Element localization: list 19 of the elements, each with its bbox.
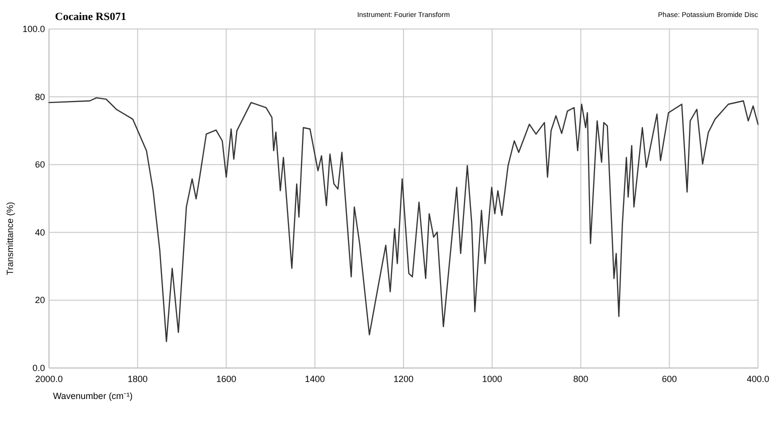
x-tick-label: 2000.0 [35,374,63,384]
line-series [48,97,759,342]
y-tick-label: 40 [34,227,45,238]
y-tick-label: 80 [34,92,45,102]
x-tick-label: 800 [573,374,588,384]
x-tick-label: 1600 [216,374,236,384]
y-axis-title: Transmittance (%) [5,202,15,276]
chart-title: Cocaine RS071 [55,11,126,23]
y-tick-label: 60 [34,160,45,170]
x-tick-label: 600 [662,374,677,384]
x-tick-label: 400.0 [746,374,770,384]
y-tick-label: 100.0 [22,24,45,34]
y-tick-label: 20 [34,295,45,306]
x-tick-label: 1800 [128,374,148,384]
x-tick-label: 1400 [304,374,325,384]
x-tick-label: 1000 [482,374,502,384]
x-tick-label: 1200 [393,374,414,384]
y-tick-label: 0.0 [32,363,45,373]
x-axis-title: Wavenumber (cm⁻¹) [53,391,133,401]
